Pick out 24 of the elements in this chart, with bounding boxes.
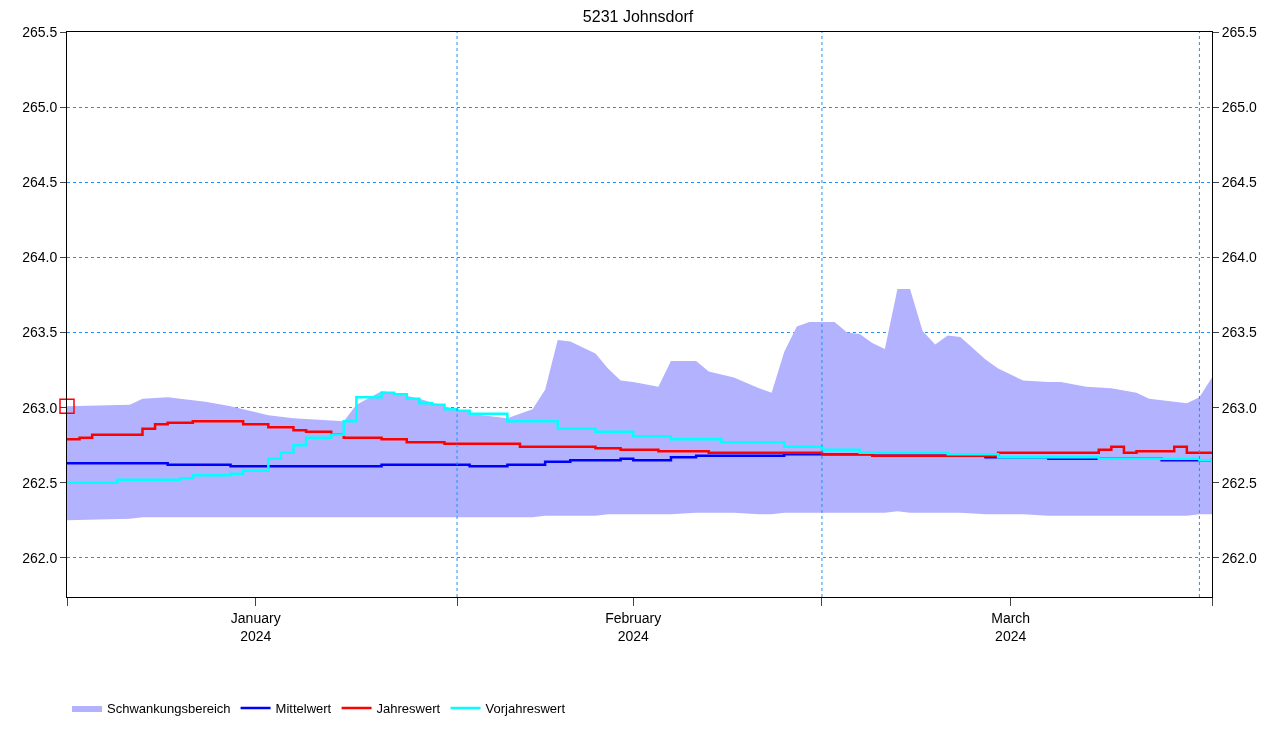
y2-tick-label: 263.0 [1221, 399, 1258, 416]
y-tick-label: 264.0 [22, 249, 58, 266]
y-tick-label: 265.5 [22, 23, 58, 40]
text: Schwankungsbereich [107, 701, 231, 717]
y2-tick-label: 264.0 [1221, 249, 1258, 266]
y-tick-label: 264.5 [22, 174, 58, 191]
y2-tick-label: 263.5 [1221, 324, 1258, 341]
y2-tick-label: 264.5 [1221, 174, 1258, 191]
y-tick-label: 263.5 [22, 324, 58, 341]
y2-tick-label: 262.0 [1221, 549, 1258, 566]
y2-tick-label: 262.5 [1221, 474, 1258, 491]
legend-label: Jahreswert [376, 701, 441, 717]
x-tick-label: February 2024 [605, 609, 662, 644]
y2-tick-label: 265.5 [1221, 23, 1258, 40]
y-tick-label: 265.0 [22, 99, 58, 116]
y2-tick-label: 265.0 [1221, 99, 1258, 116]
y-tick-label: 263.0 [22, 399, 58, 416]
y-tick-label: 262.5 [22, 474, 58, 491]
x-tick-label: January 2024 [230, 609, 281, 644]
x-tick-label: March 2024 [991, 609, 1031, 644]
y-tick-label: 262.0 [22, 549, 58, 566]
legend-label: Mittelwert [275, 701, 332, 717]
chart-title: 5231 Johnsdorf [582, 8, 694, 26]
legend-label: Vorjahreswert [485, 701, 566, 717]
